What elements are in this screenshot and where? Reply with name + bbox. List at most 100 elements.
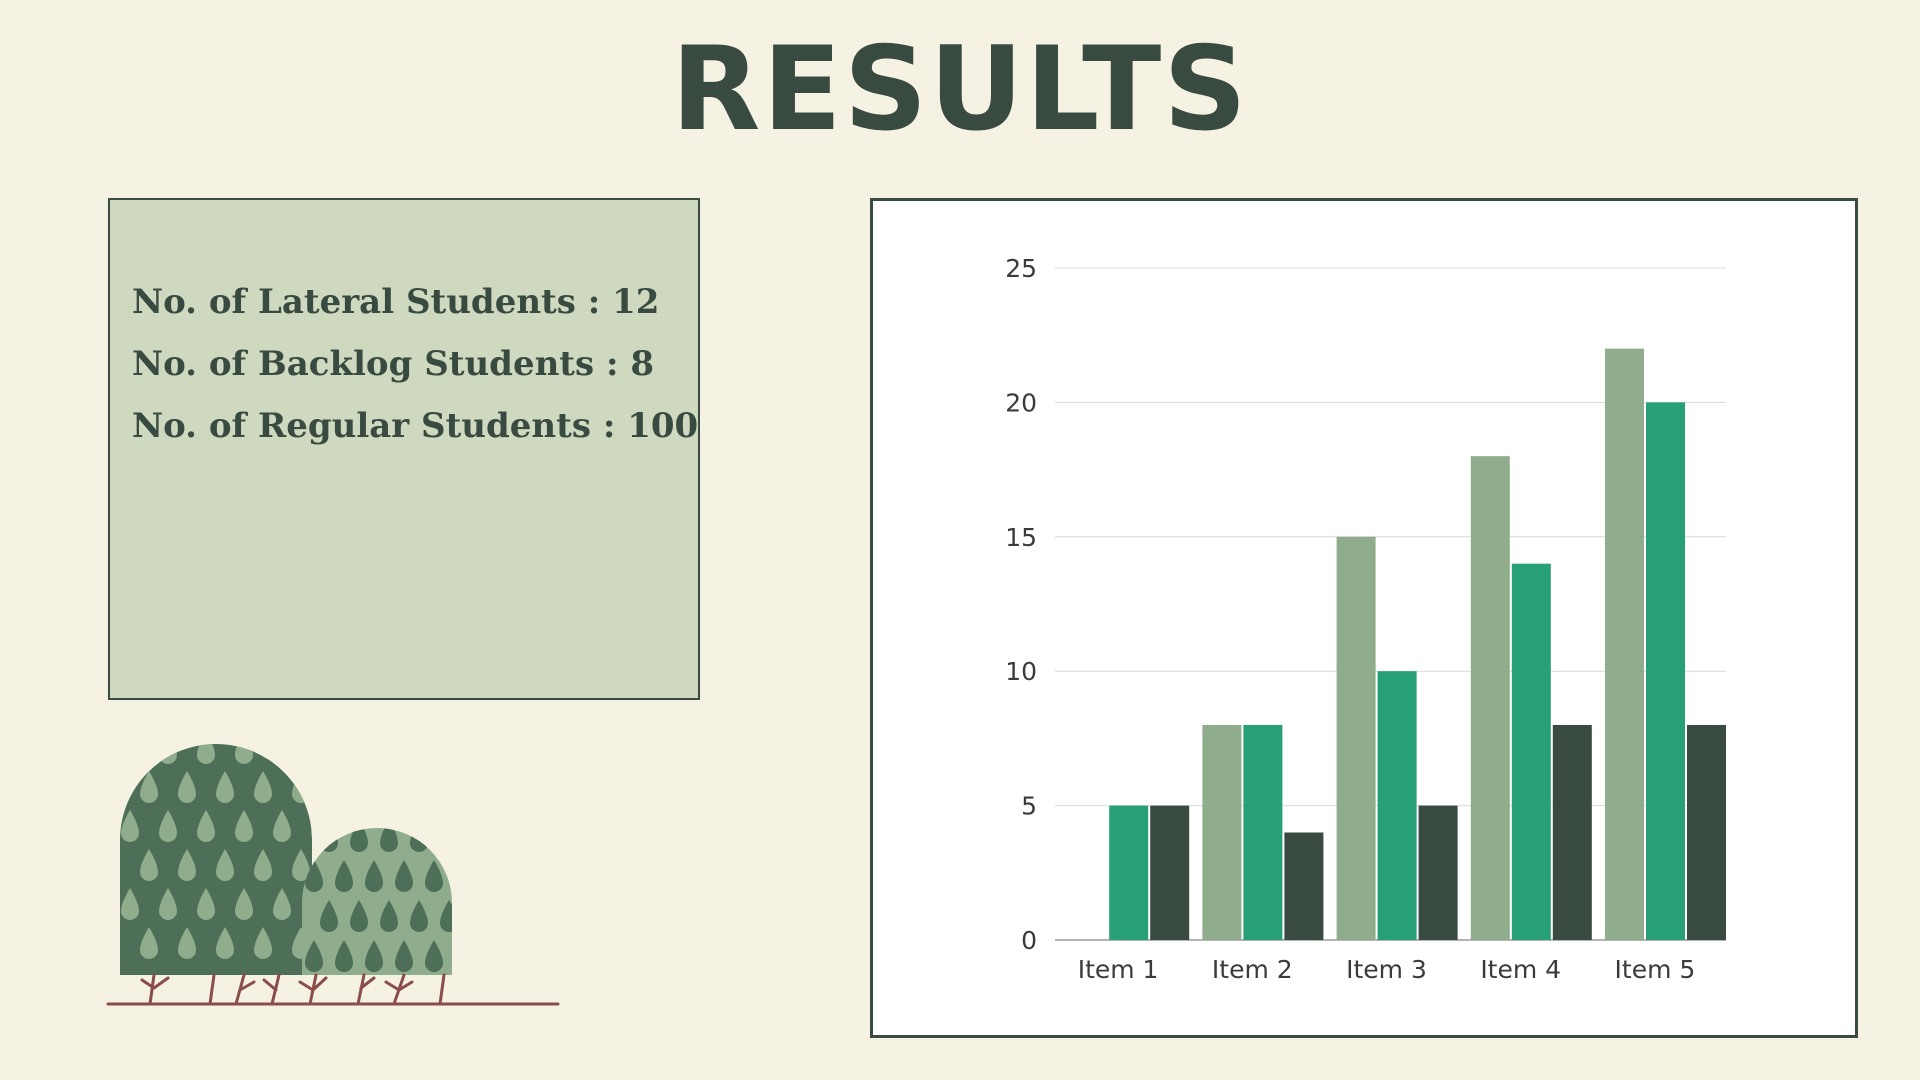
chart-bars (1109, 348, 1726, 940)
leaf-drop (335, 940, 353, 972)
leaf-drop (197, 888, 215, 920)
leaf-drop (320, 828, 338, 852)
x-tick-label: Item 1 (1078, 955, 1159, 984)
bar (1646, 402, 1685, 940)
leaf-drop (235, 810, 253, 842)
bar (1418, 805, 1458, 940)
student-counts-panel: No. of Lateral Students : 12 No. of Back… (108, 198, 700, 700)
leaf-drop (121, 888, 139, 920)
leaf-drop (440, 828, 452, 852)
bar (1284, 832, 1324, 940)
leaf-drop (311, 744, 312, 764)
bar (1687, 724, 1726, 940)
leaf-drop (365, 940, 383, 972)
leaf-drop (350, 828, 368, 852)
leaf-drop (140, 927, 158, 959)
leaf-drop (365, 860, 383, 892)
leaf-drop (410, 900, 428, 932)
regular-students-line: No. of Regular Students : 100 (132, 406, 699, 446)
leaf-drop (349, 732, 367, 764)
leaf-drop (216, 771, 234, 803)
leaf-drop (368, 771, 386, 803)
leaf-drop (178, 927, 196, 959)
y-tick-label: 15 (1005, 523, 1037, 552)
leaf-drop (320, 900, 338, 932)
leaf-drop (216, 849, 234, 881)
leaf-drop (335, 860, 353, 892)
leaf-drop (305, 940, 323, 972)
bar (1605, 348, 1644, 940)
leaf-drop (395, 780, 413, 812)
x-tick-label: Item 4 (1480, 955, 1561, 984)
leaf-drop (305, 780, 323, 812)
leaf-drop (380, 900, 398, 932)
leaf-drop (273, 744, 291, 764)
backlog-students-line: No. of Backlog Students : 8 (132, 344, 655, 384)
leaf-drop (178, 849, 196, 881)
bush-stems-icon (106, 973, 560, 1006)
y-tick-label: 5 (1021, 792, 1037, 821)
leaf-drop (455, 860, 473, 892)
bar-chart-panel: 0 5 10 15 20 25 Item 1 Item 2 Item 3 Item 4 Item 5 (870, 198, 1858, 1038)
leaf-drop (395, 860, 413, 892)
leaf-drop (425, 860, 443, 892)
leaf-drop (365, 780, 383, 812)
leaf-drop (140, 771, 158, 803)
leaf-drop (159, 888, 177, 920)
page-title: RESULTS (671, 22, 1249, 157)
leaf-drop (425, 780, 443, 812)
leaf-drop (395, 940, 413, 972)
leaf-drop (235, 744, 253, 764)
y-tick-label: 0 (1021, 926, 1037, 955)
bushes-illustration (106, 732, 560, 1006)
y-tick-label: 25 (1005, 254, 1037, 283)
y-tick-label: 20 (1005, 388, 1037, 417)
leaf-drop (254, 771, 272, 803)
bar (1336, 536, 1376, 940)
leaf-drop (197, 744, 215, 764)
bar (1470, 456, 1510, 940)
leaf-drop (292, 849, 310, 881)
leaf-drop (197, 810, 215, 842)
leaf-drop (335, 780, 353, 812)
bar (1552, 724, 1592, 940)
leaf-drop (470, 900, 488, 932)
bar (1511, 563, 1551, 940)
leaf-drop (140, 849, 158, 881)
bar (1202, 724, 1242, 940)
leaf-drop (425, 940, 443, 972)
leaf-drop (159, 744, 177, 764)
leaf-drop (455, 940, 473, 972)
leaf-drop (273, 888, 291, 920)
leaf-drop (216, 927, 234, 959)
bar-chart: 0 5 10 15 20 25 Item 1 Item 2 Item 3 Item 4 Item 5 (1005, 254, 1726, 984)
leaf-drop (121, 744, 139, 764)
bar (1109, 805, 1149, 940)
leaf-drop (311, 810, 312, 842)
light-bush-icon (302, 780, 488, 975)
bar (1377, 671, 1417, 940)
leaf-drop (121, 810, 139, 842)
leaf-drop (455, 780, 473, 812)
leaf-drop (305, 860, 323, 892)
leaf-drop (235, 888, 253, 920)
leaf-drop (350, 900, 368, 932)
leaf-drop (254, 927, 272, 959)
leaf-drop (254, 849, 272, 881)
x-tick-label: Item 2 (1212, 955, 1293, 984)
chart-axis-labels: 0 5 10 15 20 25 Item 1 Item 2 Item 3 Item 4 Item 5 (1005, 254, 1695, 984)
y-tick-label: 10 (1005, 657, 1037, 686)
leaf-drop (273, 810, 291, 842)
leaf-drop (330, 771, 348, 803)
leaf-drop (410, 828, 428, 852)
leaf-drop (159, 810, 177, 842)
leaf-drop (470, 820, 488, 852)
x-tick-label: Item 5 (1615, 955, 1696, 984)
x-tick-label: Item 3 (1346, 955, 1427, 984)
lateral-students-line: No. of Lateral Students : 12 (132, 282, 660, 322)
bar (1150, 805, 1190, 940)
leaf-drop (178, 771, 196, 803)
leaf-drop (380, 828, 398, 852)
bar (1243, 724, 1283, 940)
leaf-drop (292, 771, 310, 803)
